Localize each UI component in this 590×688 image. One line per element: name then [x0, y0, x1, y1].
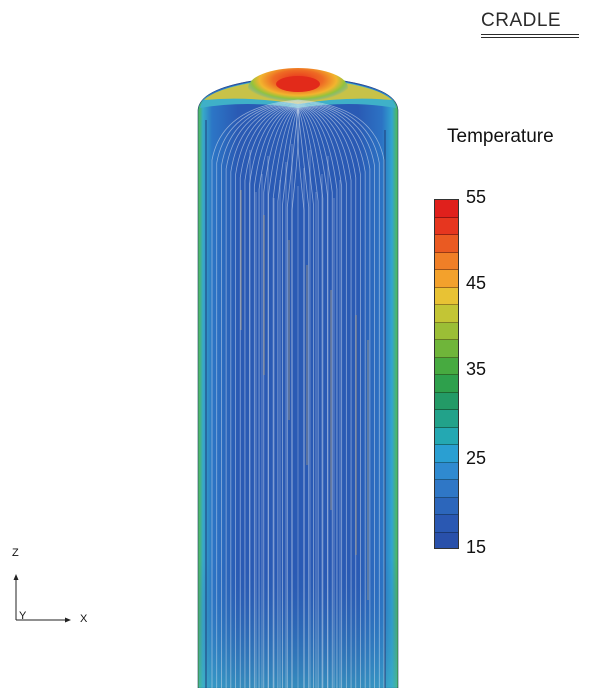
colorbar-band — [435, 410, 458, 428]
streamline — [253, 104, 299, 688]
colorbar-band — [435, 480, 458, 498]
colorbar-band — [435, 305, 458, 323]
brand-logo-text: CRADLE — [481, 10, 562, 31]
legend-title: Temperature — [447, 126, 554, 147]
streamline — [239, 103, 299, 688]
colorbar-tick-45: 45 — [466, 273, 487, 293]
hot-core — [276, 76, 320, 92]
z-axis-arrow — [13, 574, 19, 580]
streamlines — [211, 99, 385, 688]
colorbar-tick-15: 15 — [466, 537, 487, 557]
colorbar-band — [435, 445, 458, 463]
colorbar-tick-35: 35 — [466, 359, 487, 379]
streamline — [282, 108, 299, 688]
streamline — [230, 101, 299, 688]
streamline — [211, 99, 299, 688]
colorbar-band — [435, 340, 458, 358]
streamline — [297, 102, 361, 688]
colorbar-band — [435, 252, 458, 270]
colorbar-tick-55: 55 — [466, 187, 487, 207]
streamline — [297, 101, 366, 688]
streamline — [249, 104, 299, 688]
colorbar-band — [435, 427, 458, 445]
logo-underline-2 — [481, 37, 579, 38]
streamline — [297, 108, 314, 688]
colorbar-band — [435, 217, 458, 235]
streamline — [225, 101, 299, 688]
temperature-colorbar — [434, 199, 459, 549]
streamline — [297, 100, 380, 688]
logo-underline — [481, 34, 579, 35]
streamline — [263, 106, 299, 688]
streamline — [297, 101, 371, 688]
colorbar-band — [435, 515, 458, 533]
streamline — [297, 100, 375, 688]
bottom-glow — [199, 560, 397, 688]
streamline — [297, 106, 328, 688]
brand-logo: CRADLE — [481, 10, 579, 40]
streamline — [268, 106, 299, 688]
streamline — [297, 107, 319, 688]
colorbar-band — [435, 375, 458, 393]
streamline — [216, 100, 299, 688]
streamline — [221, 100, 299, 688]
streamline — [296, 109, 305, 688]
colorbar-band — [435, 287, 458, 305]
streamline — [272, 107, 299, 688]
y-axis-label: Y — [19, 610, 27, 622]
streamline — [297, 106, 333, 688]
colorbar-band — [435, 532, 458, 548]
streamline — [297, 99, 385, 688]
colorbar-band — [435, 235, 458, 253]
streamline — [297, 105, 338, 688]
streamline — [297, 104, 343, 688]
colorbar-band — [435, 497, 458, 515]
colorbar-tick-25: 25 — [466, 448, 487, 468]
streamline — [297, 103, 352, 688]
streamline — [297, 103, 357, 688]
streamline — [277, 107, 299, 688]
x-axis-label: X — [80, 613, 88, 625]
streamline — [258, 105, 299, 688]
streamline — [291, 109, 300, 688]
colorbar-band — [435, 270, 458, 288]
colorbar-band — [435, 357, 458, 375]
streamline — [297, 104, 347, 688]
streamline — [235, 102, 299, 688]
z-axis-label: Z — [12, 547, 19, 559]
streamline — [244, 103, 299, 688]
colorbar-band — [435, 462, 458, 480]
colorbar-band — [435, 200, 458, 218]
x-axis-arrow — [65, 617, 71, 623]
streamline — [297, 107, 324, 688]
colorbar-band — [435, 322, 458, 340]
colorbar-band — [435, 392, 458, 410]
